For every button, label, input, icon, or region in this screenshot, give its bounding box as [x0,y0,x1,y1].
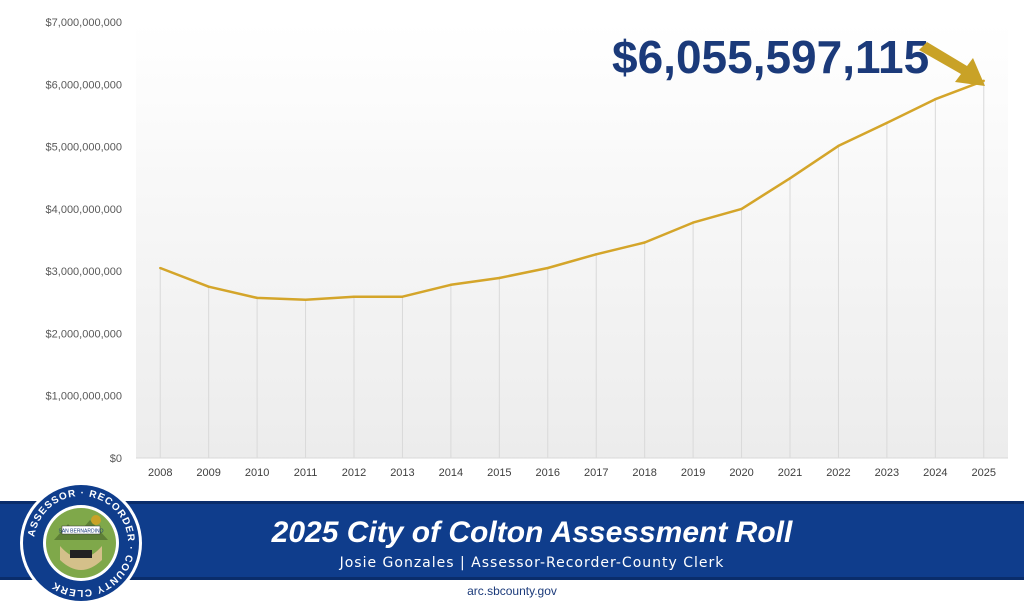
grid-lines [136,80,1008,459]
x-tick-label: 2025 [972,467,996,479]
data-point [546,266,549,270]
data-point [643,241,646,244]
x-tick-label: 2016 [536,467,560,479]
callout-arrow-icon [919,42,985,86]
latest-value-callout: $6,055,597,115 [612,31,930,83]
x-tick-label: 2012 [342,467,366,479]
x-tick-label: 2009 [196,467,220,479]
plot-area-background [136,22,1008,458]
data-point [595,253,598,256]
footer-url: arc.sbcounty.gov [467,584,557,598]
data-point [982,79,985,83]
x-tick-label: 2017 [584,467,608,479]
x-tick-label: 2022 [826,467,850,479]
data-point [255,296,259,300]
y-tick-label: $7,000,000,000 [46,17,122,29]
x-tick-label: 2021 [778,467,802,479]
x-tick-label: 2008 [148,467,172,479]
title-banner: 2025 City of Colton Assessment Roll Josi… [0,501,1024,580]
svg-text:SAN BERNARDINO: SAN BERNARDINO [58,529,103,535]
x-axis-ticks: 2008 2009 2010 2011 2012 2013 2014 2015 2016 2017… [148,467,996,479]
banner-subtitle: Josie Gonzales | Assessor-Recorder-Count… [339,555,725,571]
x-tick-label: 2020 [729,467,753,479]
y-tick-label: $0 [110,453,122,465]
data-point [740,207,743,211]
data-point [934,98,937,101]
data-point [304,298,307,301]
y-tick-label: $2,000,000,000 [46,328,122,340]
y-axis-ticks: $0 $1,000,000,000 $2,000,000,000 $3,000,000… [46,17,122,465]
y-tick-label: $5,000,000,000 [46,142,122,154]
y-tick-label: $6,000,000,000 [46,79,122,91]
banner-title: 2025 City of Colton Assessment Roll [271,516,793,549]
x-tick-label: 2023 [875,467,899,479]
x-tick-label: 2024 [923,467,947,479]
data-point [401,295,404,298]
x-tick-label: 2015 [487,467,511,479]
data-point [159,266,162,270]
data-point [449,283,453,287]
line-chart: $0 $1,000,000,000 $2,000,000,000 $3,000,000… [46,17,1008,479]
x-tick-label: 2010 [245,467,269,479]
x-tick-label: 2014 [439,467,463,479]
data-point [837,144,840,148]
x-tick-label: 2018 [632,467,656,479]
data-point [691,221,695,224]
x-tick-label: 2019 [681,467,705,479]
data-point [885,121,889,125]
series-line-assessed-value [159,79,985,302]
county-seal-logo: ASSESSOR · RECORDER · COUNTY CLERK SAN B… [20,482,142,604]
y-tick-label: $4,000,000,000 [46,204,122,216]
series-layer [159,79,985,302]
data-point [498,276,501,280]
x-tick-label: 2011 [294,467,318,479]
data-point [207,285,210,288]
y-tick-label: $1,000,000,000 [46,391,122,403]
data-point [788,177,792,180]
data-point [352,295,356,298]
x-tick-label: 2013 [390,467,414,479]
chart-area: $0 $1,000,000,000 $2,000,000,000 $3,000,000… [46,17,1008,479]
y-tick-label: $3,000,000,000 [46,266,122,278]
